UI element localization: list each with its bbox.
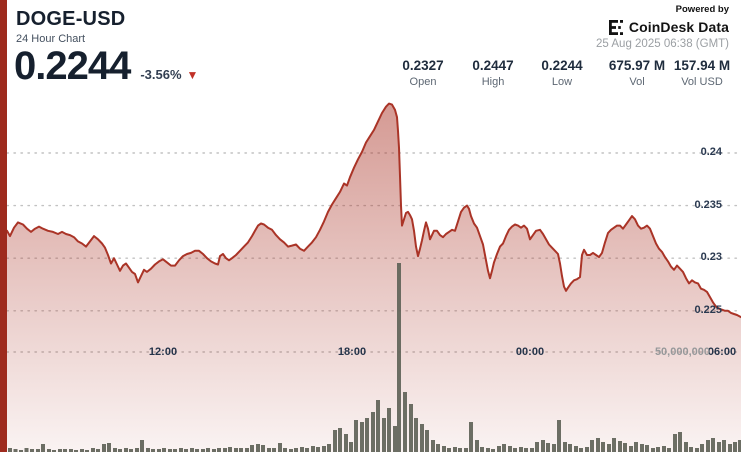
percent-change: -3.56% <box>140 67 182 82</box>
down-triangle-icon: ▼ <box>186 68 199 82</box>
y-axis-tick-0.235: 0.235 <box>694 198 722 211</box>
stat-open: 0.2327 Open <box>363 58 483 88</box>
stat-low-value: 0.2244 <box>541 58 583 73</box>
x-axis-tick-00-00: 00:00 <box>515 345 545 358</box>
x-axis-tick-06-00: 06:00 <box>707 345 737 358</box>
y-axis-tick-0.23: 0.23 <box>700 251 722 264</box>
branding-block: Powered by CoinDesk Data 25 Aug 2025 06:… <box>596 4 729 50</box>
stat-low: 0.2244 Low <box>502 58 622 88</box>
chart-header: DOGE-USD 24 Hour Chart <box>16 8 125 45</box>
price-row: 0.2244 -3.56% ▼ <box>14 46 198 86</box>
powered-by-label: Powered by <box>675 4 729 15</box>
stat-vol-usd: 157.94 M Vol USD <box>642 58 741 88</box>
stat-low-label: Low <box>551 76 573 88</box>
coindesk-data-link[interactable]: CoinDesk Data <box>596 19 729 35</box>
last-price: 0.2244 <box>14 44 131 88</box>
stat-open-label: Open <box>409 76 437 88</box>
coindesk-logo-text: CoinDesk Data <box>628 19 729 35</box>
volume-axis-tick: 50,000,000 <box>654 345 710 358</box>
coindesk-logo-icon <box>608 19 623 35</box>
stat-high-value: 0.2447 <box>472 58 514 73</box>
y-axis-tick-0.225: 0.225 <box>694 303 722 316</box>
y-axis-tick-0.24: 0.24 <box>700 146 722 158</box>
left-accent-bar <box>0 0 7 452</box>
stat-vol: 675.97 M Vol <box>577 58 697 88</box>
stat-high-label: High <box>481 76 505 88</box>
symbol-title: DOGE-USD <box>16 8 126 30</box>
stat-vol-usd-value: 157.94 M <box>673 58 731 73</box>
stat-vol-usd-label: Vol USD <box>681 76 723 88</box>
stat-high: 0.2447 High <box>433 58 553 88</box>
x-axis-tick-18-00: 18:00 <box>337 345 367 358</box>
timestamp: 25 Aug 2025 06:38 (GMT) <box>596 38 729 50</box>
stat-open-value: 0.2327 <box>402 58 444 73</box>
stat-vol-label: Vol <box>629 76 645 88</box>
chart-period-label: 24 Hour Chart <box>16 33 86 45</box>
stat-vol-value: 675.97 M <box>608 58 666 73</box>
x-axis-tick-12-00: 12:00 <box>148 345 178 358</box>
